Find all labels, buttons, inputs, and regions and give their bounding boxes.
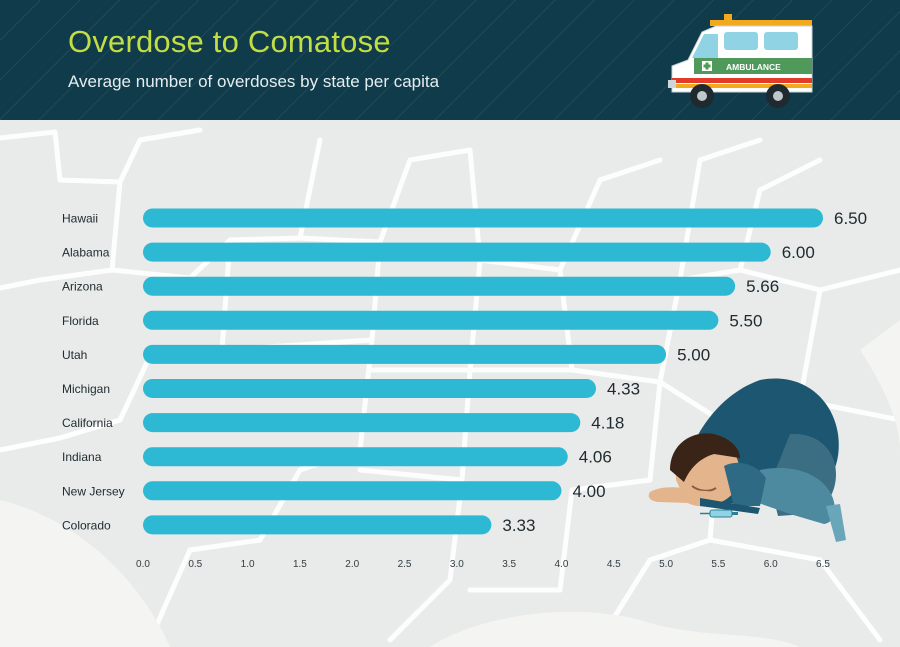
- ambulance-label: AMBULANCE: [726, 62, 781, 72]
- syringe-icon: [700, 509, 738, 518]
- bar: [143, 242, 771, 262]
- page-subtitle: Average number of overdoses by state per…: [68, 72, 440, 91]
- x-tick-label: 3.5: [502, 559, 516, 570]
- category-label: Hawaii: [62, 212, 98, 226]
- x-tick-label: 5.5: [711, 559, 725, 570]
- page-title: Overdose to Comatose: [68, 24, 391, 59]
- header-banner: Overdose to Comatose Average number of o…: [0, 0, 900, 120]
- category-label: Alabama: [62, 246, 110, 260]
- data-label: 4.33: [607, 380, 640, 399]
- bar: [143, 276, 736, 296]
- bar: [143, 208, 823, 228]
- x-tick-label: 4.0: [555, 559, 569, 570]
- data-label: 4.06: [579, 448, 612, 467]
- x-tick-label: 2.5: [398, 559, 412, 570]
- data-label: 4.18: [591, 414, 624, 433]
- x-tick-label: 1.0: [241, 559, 255, 570]
- bar: [143, 515, 492, 535]
- x-tick-label: 1.5: [293, 559, 307, 570]
- category-label: Utah: [62, 348, 87, 362]
- bar: [143, 379, 596, 398]
- collapsed-person-illustration: [648, 378, 846, 542]
- category-label: Arizona: [62, 280, 103, 294]
- category-label: Michigan: [62, 382, 110, 396]
- category-label: California: [62, 416, 113, 430]
- bar: [143, 310, 719, 330]
- data-label: 3.33: [502, 516, 535, 535]
- bar: [143, 481, 562, 501]
- category-label: Indiana: [62, 450, 102, 464]
- category-label: New Jersey: [62, 484, 125, 498]
- x-tick-label: 4.5: [607, 559, 621, 570]
- data-label: 6.50: [834, 209, 867, 228]
- data-label: 5.00: [677, 345, 710, 364]
- x-tick-label: 0.5: [188, 559, 202, 570]
- data-label: 5.50: [729, 311, 762, 330]
- x-tick-label: 0.0: [136, 559, 150, 570]
- data-label: 6.00: [782, 243, 815, 262]
- x-tick-label: 6.5: [816, 559, 830, 570]
- data-label: 5.66: [746, 277, 779, 296]
- bar: [143, 344, 667, 364]
- bar: [143, 447, 568, 467]
- x-tick-label: 2.0: [345, 559, 359, 570]
- x-tick-label: 6.0: [764, 559, 778, 570]
- x-tick-label: 3.0: [450, 559, 464, 570]
- data-label: 4.00: [572, 482, 605, 501]
- category-label: Colorado: [62, 518, 111, 532]
- bar: [143, 413, 581, 433]
- category-label: Florida: [62, 314, 99, 328]
- x-tick-label: 5.0: [659, 559, 673, 570]
- ambulance-icon: AMBULANCE: [668, 14, 813, 108]
